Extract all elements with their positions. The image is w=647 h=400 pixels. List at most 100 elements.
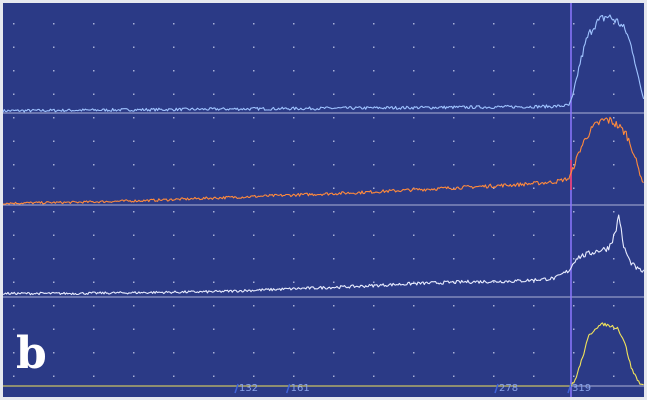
grid-dot — [133, 375, 135, 377]
grid-dot — [333, 375, 335, 377]
grid-dot — [293, 352, 295, 354]
grid-dot — [93, 187, 95, 189]
grid-dot — [253, 305, 255, 307]
grid-dot — [413, 328, 415, 330]
grid-dot — [173, 46, 175, 48]
grid-dot — [493, 305, 495, 307]
grid-dot — [13, 234, 15, 236]
grid-dot — [333, 93, 335, 95]
grid-dot — [573, 117, 575, 119]
grid-dot — [133, 164, 135, 166]
grid-dot — [533, 70, 535, 72]
grid-dot — [93, 140, 95, 142]
grid-dot — [213, 93, 215, 95]
grid-dot — [253, 211, 255, 213]
grid-dot — [413, 375, 415, 377]
grid-dot — [173, 281, 175, 283]
grid-dot — [413, 70, 415, 72]
grid-dot — [213, 70, 215, 72]
grid-dot — [493, 23, 495, 25]
grid-dot — [533, 352, 535, 354]
grid-dot — [253, 258, 255, 260]
grid-dot — [13, 93, 15, 95]
grid-dot — [213, 46, 215, 48]
grid-dot — [213, 328, 215, 330]
grid-dot — [253, 164, 255, 166]
grid-dot — [613, 70, 615, 72]
grid-dot — [373, 164, 375, 166]
grid-dot — [613, 46, 615, 48]
grid-dot — [93, 93, 95, 95]
grid-dot — [293, 46, 295, 48]
grid-dot — [53, 281, 55, 283]
grid-dot — [213, 187, 215, 189]
grid-dot — [533, 93, 535, 95]
grid-dot — [293, 140, 295, 142]
grid-dot — [413, 164, 415, 166]
grid-dot — [133, 46, 135, 48]
trace-white — [2, 214, 645, 296]
grid-dot — [493, 117, 495, 119]
grid-dot — [453, 70, 455, 72]
grid-dot — [453, 258, 455, 260]
grid-dot — [13, 46, 15, 48]
grid-dot — [293, 211, 295, 213]
grid-dot — [253, 234, 255, 236]
grid-dot — [93, 234, 95, 236]
grid-dot — [133, 23, 135, 25]
grid-dot — [413, 258, 415, 260]
trace-orange — [2, 116, 644, 205]
grid-dot — [213, 140, 215, 142]
grid-dot — [253, 187, 255, 189]
grid-dot — [213, 23, 215, 25]
grid-dot — [253, 375, 255, 377]
grid-dot — [373, 305, 375, 307]
grid-dot — [333, 234, 335, 236]
grid-dot — [13, 70, 15, 72]
grid-dot — [293, 328, 295, 330]
grid-dot — [133, 258, 135, 260]
grid-dot — [53, 305, 55, 307]
grid-dot — [53, 140, 55, 142]
grid-dot — [573, 23, 575, 25]
grid-dot — [453, 23, 455, 25]
grid-dot — [493, 46, 495, 48]
grid-dot — [493, 375, 495, 377]
grid-dot — [373, 46, 375, 48]
marker-tick-319 — [567, 383, 572, 394]
grid-dot — [173, 234, 175, 236]
grid-dot — [453, 234, 455, 236]
marker-label-132: 132 — [239, 383, 258, 394]
grid-dot — [53, 352, 55, 354]
grid-dot — [413, 234, 415, 236]
grid-dot — [133, 328, 135, 330]
marker-label-319: 319 — [572, 383, 591, 394]
grid-dot — [53, 328, 55, 330]
grid-dot — [533, 258, 535, 260]
grid-dot — [613, 305, 615, 307]
grid-dot — [333, 70, 335, 72]
grid-dot — [333, 305, 335, 307]
grid-dot — [453, 140, 455, 142]
grid-dot — [253, 328, 255, 330]
grid-dot — [333, 23, 335, 25]
grid-dot — [493, 234, 495, 236]
grid-dot — [93, 211, 95, 213]
grid-dot — [93, 352, 95, 354]
grid-dot — [213, 164, 215, 166]
grid-dot — [493, 93, 495, 95]
grid-dot — [13, 258, 15, 260]
grid-dot — [613, 93, 615, 95]
marker-tick-161 — [285, 383, 291, 394]
grid-dot — [413, 281, 415, 283]
grid-dot — [573, 281, 575, 283]
grid-dot — [453, 352, 455, 354]
grid-dot — [493, 281, 495, 283]
grid-dot — [573, 258, 575, 260]
grid-dot — [373, 70, 375, 72]
grid-dot — [533, 117, 535, 119]
grid-dot — [53, 187, 55, 189]
grid-dot — [53, 70, 55, 72]
grid-dot — [13, 164, 15, 166]
grid-dot — [293, 375, 295, 377]
